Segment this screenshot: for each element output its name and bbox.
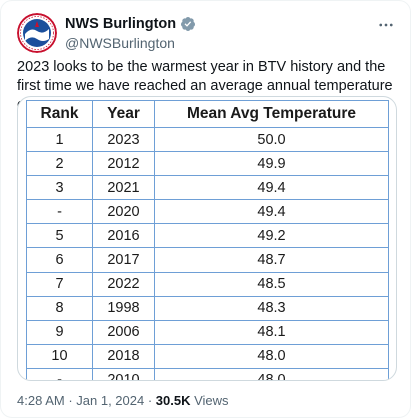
author-display-name[interactable]: NWS Burlington bbox=[65, 16, 177, 32]
cell-temperature: 48.0 bbox=[154, 367, 389, 380]
column-header-mean-avg-temperature: Mean Avg Temperature bbox=[154, 100, 389, 128]
views-count[interactable]: 30.5K bbox=[155, 393, 191, 408]
nws-logo-icon[interactable] bbox=[17, 13, 57, 53]
tweet-header: NWS Burlington @NWSBurlington bbox=[17, 13, 396, 53]
cell-rank: - bbox=[26, 199, 93, 225]
cell-year: 2010 bbox=[92, 367, 155, 380]
cell-year: 1998 bbox=[92, 295, 155, 321]
author-info: NWS Burlington @NWSBurlington bbox=[65, 15, 196, 52]
cell-temperature: 48.7 bbox=[154, 247, 389, 273]
table-row: 8 1998 48.3 bbox=[26, 295, 389, 321]
cell-rank: 3 bbox=[26, 175, 93, 201]
cell-year: 2020 bbox=[92, 199, 155, 225]
views-label: Views bbox=[190, 393, 229, 408]
cell-rank: 5 bbox=[26, 223, 93, 249]
column-header-rank: Rank bbox=[26, 100, 93, 128]
cell-year: 2016 bbox=[92, 223, 155, 249]
cell-rank: 9 bbox=[26, 319, 93, 345]
cell-temperature: 49.4 bbox=[154, 175, 389, 201]
tweet-time[interactable]: 4:28 AM bbox=[17, 393, 65, 408]
gov-verified-badge-icon[interactable] bbox=[180, 16, 196, 32]
cell-year: 2023 bbox=[92, 126, 155, 153]
table-row: 1 2023 50.0 bbox=[26, 126, 389, 153]
table-row: 10 2018 48.0 bbox=[26, 343, 389, 369]
tweet-media-image[interactable]: Rank Year Mean Avg Temperature 1 2023 50.0… bbox=[17, 96, 397, 381]
cell-rank: 8 bbox=[26, 295, 93, 321]
cell-year: 2021 bbox=[92, 175, 155, 201]
cell-year: 2018 bbox=[92, 343, 155, 369]
cell-temperature: 48.5 bbox=[154, 271, 389, 297]
cell-temperature: 49.2 bbox=[154, 223, 389, 249]
table-header-row: Rank Year Mean Avg Temperature bbox=[26, 100, 389, 128]
cell-rank: 1 bbox=[26, 126, 93, 153]
table-row: 9 2006 48.1 bbox=[26, 319, 389, 345]
cell-temperature: 49.4 bbox=[154, 199, 389, 225]
table-row: -2010 48.0 bbox=[26, 367, 389, 380]
meta-separator: · bbox=[64, 393, 77, 408]
cell-year: 2012 bbox=[92, 151, 155, 177]
table-row: 7 2022 48.5 bbox=[26, 271, 389, 297]
cell-rank: 6 bbox=[26, 247, 93, 273]
cell-temperature: 48.3 bbox=[154, 295, 389, 321]
cell-rank: 7 bbox=[26, 271, 93, 297]
table-row: 6 2017 48.7 bbox=[26, 247, 389, 273]
cell-rank: 2 bbox=[26, 151, 93, 177]
column-header-year: Year bbox=[92, 100, 155, 128]
author-handle[interactable]: @NWSBurlington bbox=[65, 35, 175, 51]
table-row: -2020 49.4 bbox=[26, 199, 389, 225]
ellipsis-icon[interactable] bbox=[376, 15, 396, 35]
cell-year: 2022 bbox=[92, 271, 155, 297]
cell-year: 2017 bbox=[92, 247, 155, 273]
cell-temperature: 49.9 bbox=[154, 151, 389, 177]
cell-temperature: 50.0 bbox=[154, 126, 389, 153]
cell-year: 2006 bbox=[92, 319, 155, 345]
cell-rank: - bbox=[26, 367, 93, 380]
tweet-date[interactable]: Jan 1, 2024 bbox=[76, 393, 145, 408]
cell-temperature: 48.0 bbox=[154, 343, 389, 369]
table-row: 5 2016 49.2 bbox=[26, 223, 389, 249]
table-row: 2 2012 49.9 bbox=[26, 151, 389, 177]
meta-separator: · bbox=[144, 393, 156, 408]
cell-rank: 10 bbox=[26, 343, 93, 369]
table-row: 3 2021 49.4 bbox=[26, 175, 389, 201]
temperature-table: Rank Year Mean Avg Temperature 1 2023 50.0… bbox=[26, 100, 389, 380]
cell-temperature: 48.1 bbox=[154, 319, 389, 345]
tweet-meta: 4:28 AM · Jan 1, 2024 · 30.5K Views bbox=[17, 393, 229, 408]
